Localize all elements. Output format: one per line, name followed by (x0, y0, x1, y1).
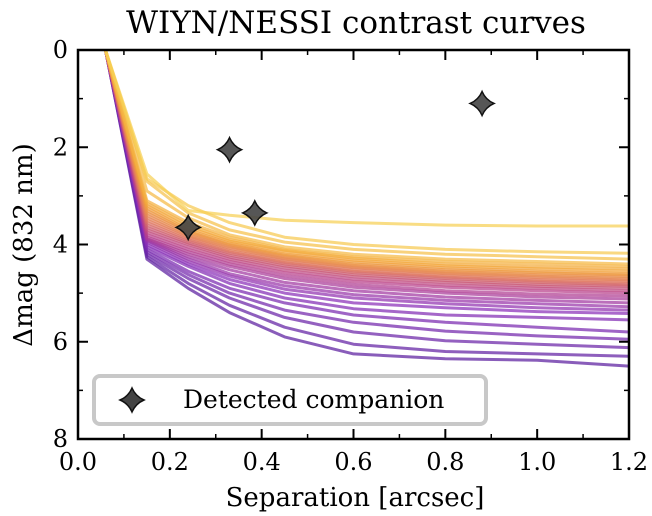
contrast-curve (104, 49, 630, 368)
contrast-curve (104, 49, 629, 228)
contrast-curve (104, 49, 630, 312)
contrast-curve (104, 49, 630, 266)
y-tick-label: 0 (53, 36, 68, 64)
x-tick-label: 0.0 (59, 448, 97, 476)
contrast-curve (104, 49, 630, 322)
y-tick-label: 8 (53, 425, 68, 453)
contrast-curve (104, 49, 630, 295)
contrast-curve (104, 49, 630, 293)
x-axis-label: Separation [arcsec] (226, 483, 485, 513)
axis-ticks: 0.0 0.2 0.4 0.6 0.8 1.0 1.2 0 2 4 6 8 (53, 36, 648, 476)
x-tick-label: 0.2 (151, 448, 189, 476)
contrast-curve (104, 49, 630, 261)
x-tick-label: 1.0 (518, 448, 556, 476)
contrast-curve (104, 49, 630, 283)
companion-marker (468, 89, 496, 118)
y-axis-label: Δmag (832 nm) (9, 143, 39, 346)
y-tick-label: 2 (53, 133, 68, 161)
companion-markers (174, 89, 496, 242)
contrast-curve (104, 49, 630, 298)
companion-marker (174, 213, 203, 242)
contrast-curve (104, 49, 630, 315)
x-tick-label: 0.6 (334, 448, 372, 476)
x-tick-label: 0.4 (243, 448, 281, 476)
contrast-curve (104, 49, 630, 358)
legend: Detected companion (92, 374, 488, 426)
contrast-curve (104, 49, 630, 301)
y-tick-label: 4 (53, 231, 68, 259)
legend-label-detected-companion: Detected companion (183, 385, 444, 414)
legend-companion-marker (118, 386, 146, 414)
contrast-curve (104, 49, 630, 288)
contrast-curve (104, 49, 630, 341)
contrast-curve (104, 49, 630, 290)
x-tick-label: 1.2 (610, 448, 648, 476)
contrast-curve (104, 49, 630, 334)
companion-marker (215, 135, 244, 164)
legend-box (92, 374, 488, 426)
contrast-curve (104, 49, 630, 268)
companion-marker (240, 198, 269, 227)
chart-title: WIYN/NESSI contrast curves (126, 5, 586, 41)
y-tick-label: 6 (53, 328, 68, 356)
contrast-curves (104, 49, 630, 368)
contrast-curve (104, 49, 630, 276)
contrast-curve (104, 49, 630, 350)
x-tick-label: 0.8 (426, 448, 464, 476)
